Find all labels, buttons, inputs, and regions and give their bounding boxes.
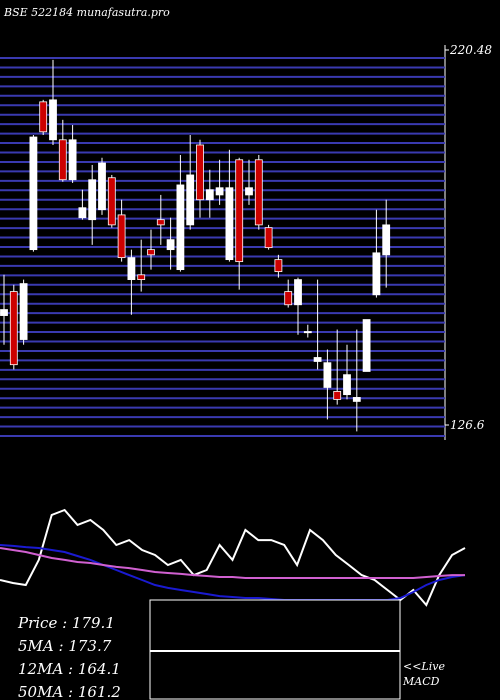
candle-body: [117, 214, 126, 259]
candle-body: [313, 357, 322, 362]
candle-body: [58, 139, 67, 181]
macd-label: MACD: [402, 675, 440, 688]
candle-body: [303, 331, 312, 334]
candle-body: [294, 279, 302, 306]
candle-body: [245, 187, 253, 196]
candle-body: [19, 283, 28, 340]
candle-body: [274, 259, 283, 273]
candle-body: [156, 219, 165, 226]
candle-body: [49, 99, 57, 141]
macd-box: [149, 599, 401, 700]
live-label: <<Live: [403, 660, 445, 673]
candle-body: [186, 174, 195, 226]
candle-body: [323, 362, 332, 388]
candle-body: [78, 207, 87, 219]
legend-entry: 12MA : 164.1: [18, 660, 121, 678]
legend-entry: Price : 179.1: [17, 614, 115, 632]
candle-body: [343, 374, 351, 396]
candle-body: [98, 162, 106, 211]
candle-body: [284, 291, 293, 306]
candle-body: [362, 319, 371, 372]
indicator-line: [0, 508, 466, 607]
candle-body: [107, 177, 116, 226]
candle-body: [235, 159, 244, 263]
candle-body: [166, 239, 175, 251]
candle-body: [215, 187, 224, 196]
candle-body: [225, 187, 234, 261]
candle-body: [176, 184, 185, 271]
candle-body: [127, 257, 136, 281]
candle-body: [9, 291, 18, 366]
legend-entry: 50MA : 161.2: [18, 683, 121, 700]
candle-body: [0, 309, 8, 316]
chart-title: BSE 522184 munafasutra.pro: [3, 6, 170, 19]
candle-body: [372, 252, 381, 296]
candle-body: [333, 391, 342, 400]
candle-body: [205, 189, 214, 201]
candle-body: [88, 179, 97, 221]
candle-body: [382, 224, 391, 256]
y-tick-label: 220.48: [449, 43, 492, 57]
candle-body: [68, 139, 77, 181]
y-tick-label: 126.6: [450, 418, 485, 432]
candle-body: [39, 101, 48, 133]
candle-body: [137, 274, 146, 281]
candle-body: [196, 144, 204, 201]
candle-body: [29, 136, 38, 251]
candle-body: [147, 249, 155, 256]
indicator-line: [0, 547, 465, 579]
candle-body: [264, 227, 273, 249]
candle-body: [352, 397, 361, 402]
candle-body: [254, 159, 263, 226]
legend-entry: 5MA : 173.7: [18, 637, 112, 655]
